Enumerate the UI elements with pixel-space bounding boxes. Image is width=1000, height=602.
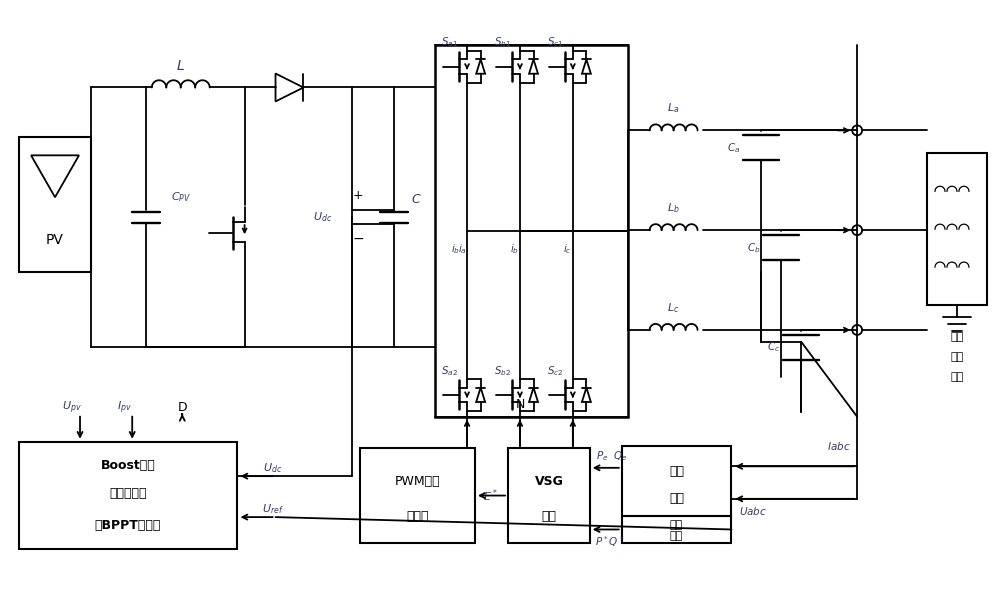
Text: $S_{a2}$: $S_{a2}$ — [441, 364, 458, 377]
Bar — [360, 448, 475, 544]
Polygon shape — [476, 60, 485, 73]
Text: $S_{c1}$: $S_{c1}$ — [547, 36, 564, 49]
Text: $L_c$: $L_c$ — [667, 301, 680, 315]
Bar — [19, 137, 91, 272]
Bar — [927, 154, 987, 305]
Text: 功率: 功率 — [669, 465, 684, 478]
Text: $I_{pv}$: $I_{pv}$ — [117, 400, 132, 416]
Text: $i_b$: $i_b$ — [451, 242, 460, 255]
Text: $i_c$: $i_c$ — [563, 242, 572, 255]
Text: 等效: 等效 — [950, 352, 964, 362]
Text: $C_a$: $C_a$ — [727, 141, 740, 155]
Text: $U_{pv}$: $U_{pv}$ — [62, 400, 82, 416]
Text: $Uabc$: $Uabc$ — [739, 505, 767, 517]
Text: $E^*$: $E^*$ — [483, 487, 497, 504]
Text: $U_{ref}$: $U_{ref}$ — [262, 502, 283, 516]
Polygon shape — [582, 60, 591, 73]
Text: PWM信号: PWM信号 — [395, 475, 441, 488]
Text: $C$: $C$ — [411, 193, 422, 206]
Polygon shape — [529, 388, 538, 402]
Text: 控制: 控制 — [541, 510, 556, 523]
Bar — [508, 448, 590, 544]
Bar — [19, 442, 237, 550]
Text: $P_e$: $P_e$ — [596, 449, 608, 463]
Text: $S_{b2}$: $S_{b2}$ — [494, 364, 511, 377]
Text: $P^*Q^*$: $P^*Q^*$ — [595, 534, 625, 549]
Text: $S_{b1}$: $S_{b1}$ — [494, 36, 511, 49]
Text: $L$: $L$ — [176, 58, 185, 73]
Text: 功率: 功率 — [670, 532, 683, 541]
Text: $U_{dc}$: $U_{dc}$ — [263, 461, 282, 475]
Text: $L_b$: $L_b$ — [667, 201, 680, 215]
Text: （BPPT控制）: （BPPT控制） — [95, 519, 161, 532]
Text: $C_c$: $C_c$ — [767, 341, 780, 355]
Text: $i_b$: $i_b$ — [510, 242, 520, 255]
Text: $i_a$: $i_a$ — [458, 242, 467, 255]
Text: $S_{c2}$: $S_{c2}$ — [547, 364, 563, 377]
Text: 给定: 给定 — [670, 520, 683, 530]
Text: VSG: VSG — [534, 475, 563, 488]
Text: $Q_e$: $Q_e$ — [613, 449, 627, 463]
Text: D: D — [177, 402, 187, 414]
Text: PV: PV — [46, 233, 64, 247]
Text: $U_{dc}$: $U_{dc}$ — [313, 210, 332, 224]
Text: $S_{a1}$: $S_{a1}$ — [441, 36, 458, 49]
Polygon shape — [276, 73, 303, 102]
Text: 测量: 测量 — [669, 492, 684, 505]
Polygon shape — [476, 388, 485, 402]
Text: 负荷: 负荷 — [950, 372, 964, 382]
Text: N: N — [515, 399, 525, 411]
Bar — [622, 445, 731, 520]
Text: $Iabc$: $Iabc$ — [827, 441, 851, 452]
Polygon shape — [529, 60, 538, 73]
Text: 三相: 三相 — [950, 332, 964, 342]
Text: 发生器: 发生器 — [406, 510, 429, 523]
Text: +: + — [353, 189, 364, 202]
Text: $C_{PV}$: $C_{PV}$ — [171, 190, 191, 204]
Text: $L_a$: $L_a$ — [667, 102, 680, 116]
Bar — [435, 45, 628, 417]
Text: $C_b$: $C_b$ — [747, 241, 760, 255]
Text: −: − — [353, 232, 364, 246]
Text: 电路控制器: 电路控制器 — [109, 487, 147, 500]
Polygon shape — [582, 388, 591, 402]
Bar — [622, 515, 731, 544]
Text: Boost升压: Boost升压 — [100, 459, 155, 472]
